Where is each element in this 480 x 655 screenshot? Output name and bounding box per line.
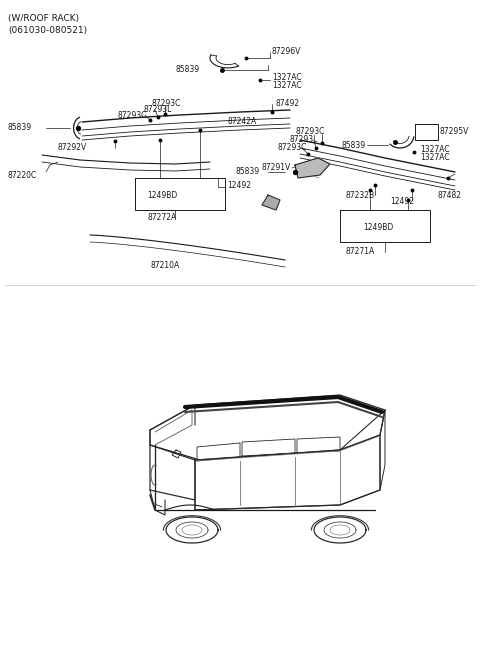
Text: (061030-080521): (061030-080521) (8, 26, 87, 35)
Text: 87292V: 87292V (58, 143, 87, 153)
Text: 1327AC: 1327AC (272, 73, 301, 83)
Text: 1327AC: 1327AC (420, 153, 450, 162)
Text: 87293C: 87293C (296, 128, 325, 136)
Text: 12492: 12492 (390, 198, 414, 206)
Text: 87272A: 87272A (148, 214, 177, 223)
Text: 87210A: 87210A (150, 261, 180, 269)
Text: 87293L: 87293L (290, 136, 318, 145)
Text: (W/ROOF RACK): (W/ROOF RACK) (8, 14, 79, 22)
Text: 87291V: 87291V (262, 164, 291, 172)
Polygon shape (262, 195, 280, 210)
Text: 87232B: 87232B (345, 191, 374, 200)
Text: 87293C: 87293C (278, 143, 307, 151)
Text: 87293L: 87293L (144, 105, 172, 115)
Text: 85839: 85839 (8, 124, 32, 132)
Text: 85839: 85839 (342, 141, 366, 149)
Text: 87296V: 87296V (272, 48, 301, 56)
Text: 87271A: 87271A (346, 248, 374, 257)
Text: 85839: 85839 (236, 168, 260, 176)
Text: 87293C: 87293C (152, 100, 181, 109)
Text: 87492: 87492 (275, 100, 299, 109)
Text: 1327AC: 1327AC (420, 145, 450, 155)
Text: 1249BD: 1249BD (147, 191, 177, 200)
Text: 87482: 87482 (438, 191, 462, 200)
Text: 87295V: 87295V (440, 128, 469, 136)
Text: 87242A: 87242A (228, 117, 257, 126)
Polygon shape (295, 158, 330, 178)
Text: 1327AC: 1327AC (272, 81, 301, 90)
Text: 85839: 85839 (176, 66, 200, 75)
Text: 87293C: 87293C (118, 111, 147, 119)
Text: 87220C: 87220C (8, 170, 37, 179)
Text: 12492: 12492 (227, 181, 251, 189)
Text: 1249BD: 1249BD (363, 223, 393, 233)
